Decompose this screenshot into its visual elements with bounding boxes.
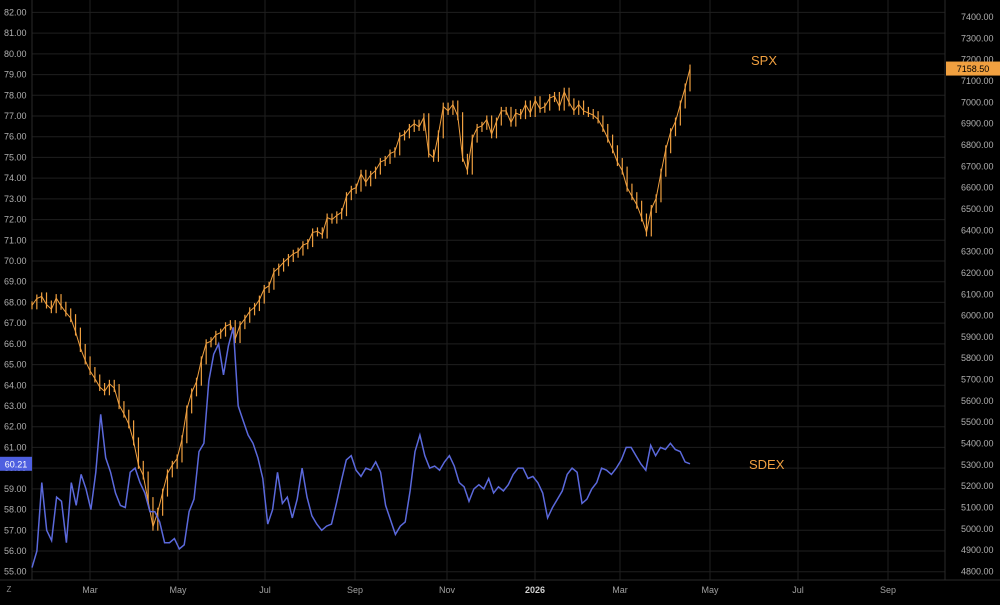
last-value-markers: 7158.50 60.21	[0, 61, 1000, 471]
x-tick-label: Mar	[612, 585, 628, 595]
sdex-line	[31, 327, 691, 568]
right-tick-label: 5800.00	[961, 353, 994, 363]
right-tick-label: 6300.00	[961, 247, 994, 257]
x-tick-label: May	[169, 585, 187, 595]
left-tick-label: 58.00	[4, 505, 27, 515]
x-tick-label: 2026	[525, 585, 545, 595]
right-tick-label: 7100.00	[961, 76, 994, 86]
left-tick-label: 65.00	[4, 360, 27, 370]
right-tick-label: 6200.00	[961, 268, 994, 278]
x-tick-label: Nov	[439, 585, 456, 595]
right-tick-label: 5300.00	[961, 460, 994, 470]
right-tick-label: 6900.00	[961, 119, 994, 129]
right-tick-label: 4800.00	[961, 566, 994, 576]
left-tick-label: 80.00	[4, 49, 27, 59]
left-tick-label: 74.00	[4, 173, 27, 183]
left-tick-label: 81.00	[4, 28, 27, 38]
x-tick-label: Jul	[259, 585, 271, 595]
left-tick-label: 61.00	[4, 442, 27, 452]
right-tick-label: 7400.00	[961, 12, 994, 22]
right-tick-label: 7000.00	[961, 97, 994, 107]
grid	[32, 0, 945, 580]
sdex-annotation: SDEX	[749, 457, 785, 472]
left-tick-label: 67.00	[4, 318, 27, 328]
x-axis-ticks: Mar May Jul Sep Nov 2026 Mar May Jul Sep	[82, 585, 896, 595]
left-tick-label: 63.00	[4, 401, 27, 411]
left-tick-label: 62.00	[4, 422, 27, 432]
x-tick-label: Sep	[880, 585, 896, 595]
sdex-last-value-marker	[0, 456, 32, 471]
left-tick-label: 64.00	[4, 380, 27, 390]
right-tick-label: 4900.00	[961, 545, 994, 555]
left-tick-label: 71.00	[4, 235, 27, 245]
left-tick-label: 79.00	[4, 70, 27, 80]
spx-last-value-label: 7158.50	[957, 64, 990, 74]
left-tick-label: 56.00	[4, 546, 27, 556]
left-tick-label: 78.00	[4, 90, 27, 100]
left-tick-label: 70.00	[4, 256, 27, 266]
right-tick-label: 5900.00	[961, 332, 994, 342]
left-tick-label: 69.00	[4, 277, 27, 287]
left-tick-label: 59.00	[4, 484, 27, 494]
right-tick-label: 5000.00	[961, 524, 994, 534]
right-tick-label: 5400.00	[961, 439, 994, 449]
x-tick-label: Mar	[82, 585, 98, 595]
right-tick-label: 6000.00	[961, 311, 994, 321]
left-tick-label: 72.00	[4, 215, 27, 225]
left-tick-label: 76.00	[4, 132, 27, 142]
right-tick-label: 6400.00	[961, 225, 994, 235]
spx-line	[31, 68, 691, 527]
right-tick-label: 6700.00	[961, 161, 994, 171]
x-tick-label: May	[701, 585, 719, 595]
left-tick-label: 68.00	[4, 297, 27, 307]
left-tick-label: 57.00	[4, 525, 27, 535]
right-tick-label: 7300.00	[961, 33, 994, 43]
left-tick-label: 82.00	[4, 7, 27, 17]
sdex-last-value-label: 60.21	[5, 459, 28, 469]
spx-last-value-marker	[946, 61, 1000, 76]
series	[31, 64, 691, 568]
right-tick-label: 6600.00	[961, 183, 994, 193]
x-tick-label: Sep	[347, 585, 363, 595]
right-tick-label: 5100.00	[961, 503, 994, 513]
spx-annotation: SPX	[751, 53, 777, 68]
right-tick-label: 6100.00	[961, 289, 994, 299]
spx-series	[31, 64, 691, 531]
left-tick-label: 66.00	[4, 339, 27, 349]
x-tick-label: Jul	[792, 585, 804, 595]
timezone-corner-label: Z	[7, 585, 12, 594]
left-tick-label: 55.00	[4, 567, 27, 577]
right-tick-label: 5700.00	[961, 375, 994, 385]
left-tick-label: 73.00	[4, 194, 27, 204]
right-tick-label: 5600.00	[961, 396, 994, 406]
right-tick-label: 6800.00	[961, 140, 994, 150]
left-tick-label: 77.00	[4, 111, 27, 121]
right-axis-ticks: 4800.00 4900.00 5000.00 5100.00 5200.00 5300.…	[961, 12, 994, 576]
axes	[0, 0, 1000, 581]
right-tick-label: 6500.00	[961, 204, 994, 214]
right-tick-label: 7200.00	[961, 55, 994, 65]
left-tick-label: 75.00	[4, 152, 27, 162]
right-tick-label: 5200.00	[961, 481, 994, 491]
right-tick-label: 5500.00	[961, 417, 994, 427]
